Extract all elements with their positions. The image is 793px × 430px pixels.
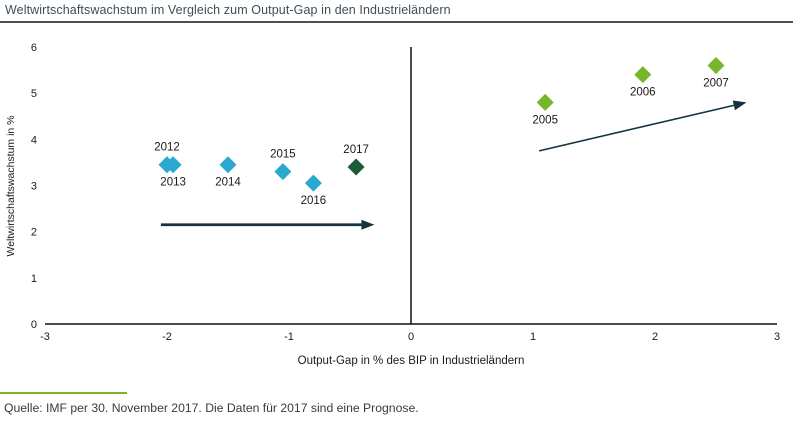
data-point-label: 2012 bbox=[154, 142, 180, 154]
data-point-label: 2013 bbox=[160, 177, 186, 189]
x-tick-label: 1 bbox=[530, 331, 536, 343]
y-tick-label: 0 bbox=[31, 319, 37, 331]
x-tick-label: -2 bbox=[162, 331, 172, 343]
page-title: Weltwirtschaftswachstum im Vergleich zum… bbox=[5, 3, 451, 17]
diamond-marker-icon bbox=[707, 56, 725, 74]
x-tick-label: -1 bbox=[284, 331, 294, 343]
footer-accent-line bbox=[0, 392, 127, 394]
data-point-2007: 2007 bbox=[703, 56, 729, 89]
x-tick-label: 0 bbox=[408, 331, 414, 343]
x-tick-label: 3 bbox=[774, 331, 780, 343]
x-tick-label: 2 bbox=[652, 331, 658, 343]
y-tick-label: 3 bbox=[31, 180, 37, 192]
title-divider bbox=[0, 21, 793, 23]
y-tick-label: 1 bbox=[31, 273, 37, 285]
data-point-2016: 2016 bbox=[301, 174, 327, 207]
data-point-label: 2006 bbox=[630, 87, 656, 99]
trend-arrow-left bbox=[160, 219, 375, 230]
data-point-2014: 2014 bbox=[215, 156, 241, 189]
diamond-marker-icon bbox=[164, 156, 182, 174]
y-axis-title: Weltwirtschaftswachstum in % bbox=[5, 115, 17, 256]
chart-canvas: -3 -2 -1 0 1 2 3 0 1 2 3 4 5 6 Output-Gap in % des BIP… bbox=[5, 42, 780, 367]
trend-arrow-right bbox=[538, 100, 747, 152]
diamond-marker-icon bbox=[219, 156, 237, 174]
data-point-2017: 2017 bbox=[343, 144, 369, 176]
data-point-2006: 2006 bbox=[630, 66, 656, 99]
y-tick-label: 2 bbox=[31, 227, 37, 239]
data-point-2013: 2013 bbox=[160, 156, 186, 189]
data-point-label: 2014 bbox=[215, 177, 241, 189]
diamond-marker-icon bbox=[274, 163, 292, 181]
data-point-label: 2005 bbox=[532, 114, 558, 126]
source-note: Quelle: IMF per 30. November 2017. Die D… bbox=[4, 401, 419, 415]
y-tick-label: 6 bbox=[31, 42, 37, 54]
y-tick-label: 4 bbox=[31, 134, 37, 146]
arrow-head-icon bbox=[732, 100, 747, 111]
x-axis-title: Output-Gap in % des BIP in Industrieländ… bbox=[298, 355, 525, 367]
arrow-shaft bbox=[538, 104, 735, 152]
diamond-marker-icon bbox=[634, 66, 652, 84]
diamond-marker-icon bbox=[304, 174, 322, 192]
x-tick-label: -3 bbox=[40, 331, 50, 343]
data-point-label: 2017 bbox=[343, 144, 369, 156]
diamond-marker-icon bbox=[347, 158, 365, 176]
y-tick-label: 5 bbox=[31, 88, 37, 100]
arrow-head-icon bbox=[361, 219, 375, 230]
data-point-2015: 2015 bbox=[270, 149, 296, 181]
data-point-label: 2007 bbox=[703, 77, 729, 89]
data-point-2005: 2005 bbox=[532, 93, 558, 126]
diamond-marker-icon bbox=[536, 93, 554, 111]
data-point-label: 2015 bbox=[270, 149, 296, 161]
data-point-label: 2016 bbox=[301, 195, 327, 207]
